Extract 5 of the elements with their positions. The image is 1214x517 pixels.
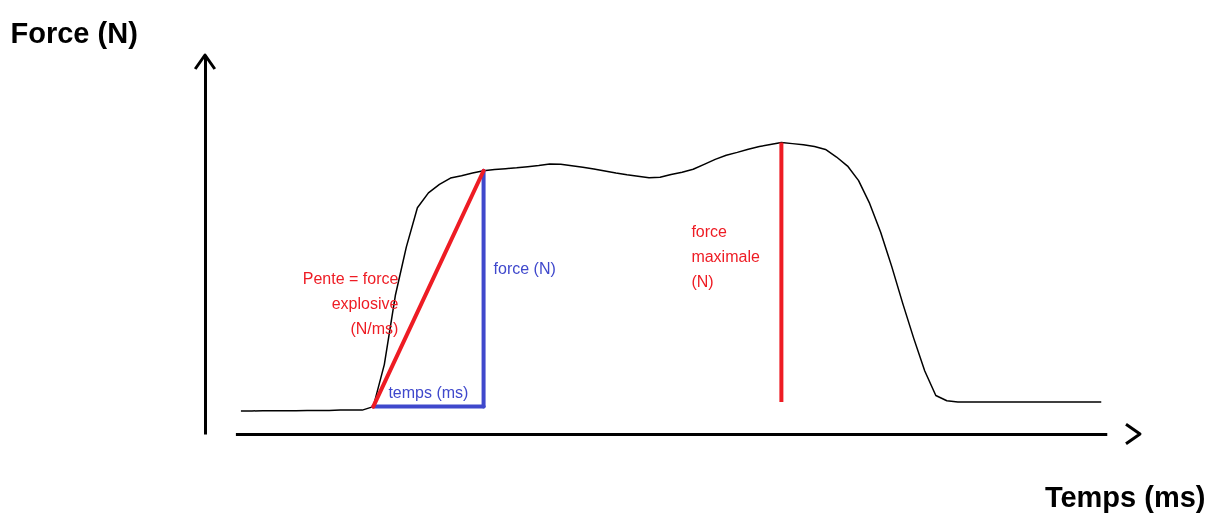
x-axis-title: Temps (ms) <box>1044 480 1206 513</box>
annotation: temps (ms) <box>388 383 469 401</box>
annotation: force maximale (N) <box>691 223 760 291</box>
annotation: force (N) <box>493 259 556 277</box>
y-axis-title: Force (N) <box>10 16 138 49</box>
